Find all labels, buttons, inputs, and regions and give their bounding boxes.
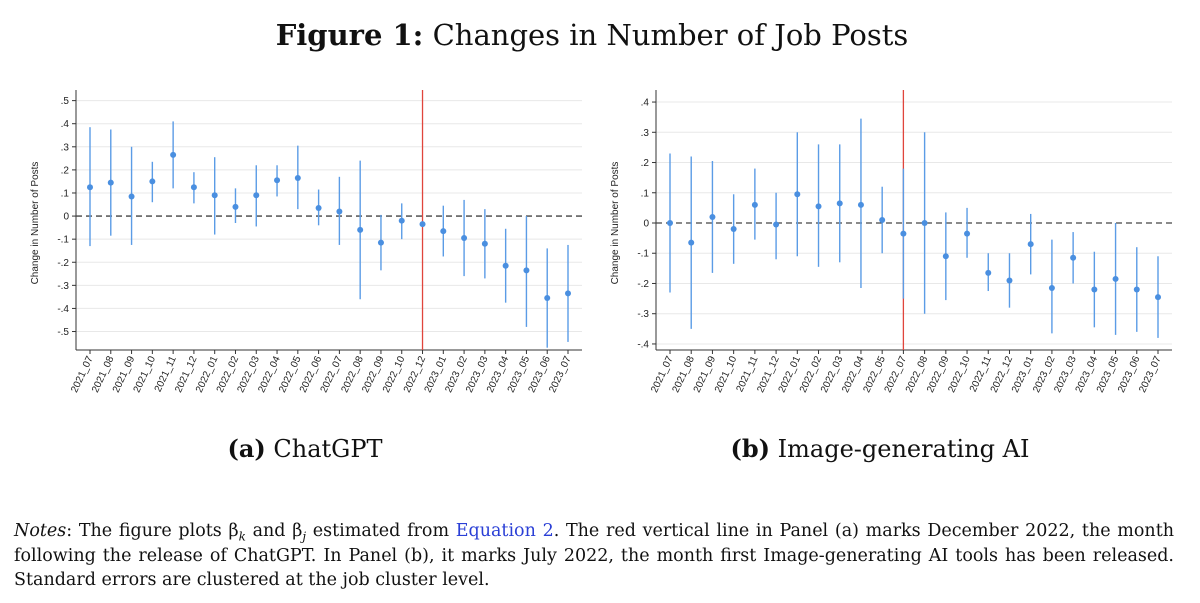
chart-b-point	[1048, 285, 1055, 292]
figure-title-text: Changes in Number of Job Posts	[432, 18, 909, 52]
chart-a-point	[336, 208, 343, 215]
chart-a-point	[357, 226, 364, 233]
chart-a-point	[502, 262, 509, 269]
chart-a-point	[440, 228, 447, 235]
notes-label: Notes	[14, 521, 67, 541]
chart-b-point	[667, 220, 673, 226]
chart-a-y-tick-label: .1	[61, 188, 70, 199]
panel-label-b: (b)	[730, 434, 771, 463]
chart-a-y-tick-label: -.3	[57, 281, 69, 292]
panel-caption-a: (a) ChatGPT	[20, 434, 590, 463]
chart-b-point	[1006, 277, 1013, 284]
chart-b-point	[879, 216, 886, 223]
chart-a-point	[107, 179, 114, 186]
chart-b-point	[836, 200, 843, 207]
notes-sub-k: k	[238, 529, 246, 544]
chart-b-y-tick-label: .4	[641, 98, 650, 109]
chart-b-point	[942, 253, 949, 260]
chart-a-point	[523, 267, 530, 274]
notes-text-1: : The figure plots β	[66, 521, 239, 541]
chart-a-point	[149, 178, 156, 185]
chart-a-point	[481, 240, 488, 247]
chart-b-point	[730, 226, 737, 233]
chart-a-point	[211, 192, 218, 199]
chart-b-point	[900, 230, 907, 237]
chart-a-point	[544, 295, 551, 302]
chart-a-y-tick-label: -.1	[57, 235, 69, 246]
chart-b-point	[1133, 286, 1140, 293]
chart-a-y-tick-label: .4	[61, 119, 70, 130]
chart-b-y-tick-label: .1	[641, 188, 650, 199]
notes-text-2: and β	[245, 521, 303, 541]
panel-caption-text-a: ChatGPT	[273, 435, 383, 463]
chart-b-point	[709, 213, 716, 220]
chart-a-point	[232, 203, 239, 210]
chart-b-point	[815, 203, 822, 210]
chart-a-y-tick-label: .3	[61, 142, 70, 153]
chart-panel-b: .4 .3 .2 .1 0 -.1 -.2 -.3 -.4 Change in Number of…	[610, 90, 1172, 395]
chart-a-point	[170, 151, 177, 158]
chart-b-y-tick-label: .2	[641, 158, 650, 169]
chart-a-y-tick-label: 0	[63, 212, 69, 223]
chart-a-y-tick-label: -.5	[57, 327, 69, 338]
chart-a-point	[377, 239, 384, 246]
chart-a-y-axis-title: Change in Number of Posts	[30, 162, 41, 285]
chart-a-point	[294, 174, 301, 181]
chart-a-y-tick-label: .2	[61, 165, 70, 176]
figure-notes: Notes: The figure plots βk and βj estima…	[14, 520, 1174, 592]
notes-text-4: . The red vertical line in Panel (a) mar…	[14, 521, 1175, 590]
figure-label: Figure 1:	[275, 18, 424, 52]
chart-a-point	[398, 217, 405, 224]
chart-b-y-tick-label: 0	[643, 219, 649, 230]
figure-title: Figure 1: Changes in Number of Job Posts	[0, 18, 1184, 52]
panel-caption-text-b: Image-generating AI	[777, 435, 1030, 463]
chart-a-y-tick-label: .5	[61, 96, 70, 107]
chart-b-y-tick-label: -.1	[637, 249, 649, 260]
chart-a-point	[419, 221, 426, 228]
chart-a-point	[253, 192, 260, 199]
chart-b-y-tick-label: -.3	[637, 309, 649, 320]
chart-b-point	[1091, 286, 1098, 293]
chart-b-point	[857, 201, 864, 208]
chart-a-point	[315, 204, 322, 211]
chart-b-point	[773, 221, 780, 228]
chart-b-point	[1070, 254, 1077, 261]
chart-b-point	[921, 220, 928, 226]
chart-b-y-tick-label: -.4	[637, 339, 649, 350]
notes-sub-j: j	[302, 529, 307, 544]
chart-a-point	[565, 290, 571, 297]
chart-b-point	[688, 239, 695, 246]
chart-a-y-tick-label: -.4	[57, 304, 69, 315]
chart-b-y-axis-title: Change in Number of Posts	[610, 162, 621, 285]
chart-panel-a: .5 .4 .3 .2 .1 0 -.1 -.2 -.3 -.4 -.5 Change in Numb…	[30, 90, 582, 395]
chart-b-point	[985, 269, 992, 276]
panel-label-a: (a)	[227, 434, 266, 463]
chart-b-point	[964, 230, 971, 237]
equation-link[interactable]: Equation 2	[455, 521, 554, 541]
chart-b-point	[1155, 294, 1161, 301]
chart-b-y-tick-label: -.2	[637, 279, 649, 290]
chart-a-point	[274, 177, 281, 184]
chart-a-point	[128, 193, 135, 200]
chart-b-point	[751, 201, 758, 208]
notes-text-3: estimated from	[306, 521, 456, 541]
chart-b-y-tick-label: .3	[641, 128, 650, 139]
chart-b-point	[794, 191, 801, 198]
chart-a-point	[87, 184, 93, 191]
panel-caption-b: (b) Image-generating AI	[590, 434, 1170, 463]
chart-a-y-tick-label: -.2	[57, 258, 69, 269]
chart-b-point	[1112, 275, 1119, 282]
chart-b-point	[1027, 241, 1034, 248]
chart-a-point	[190, 184, 197, 191]
chart-a-point	[461, 235, 468, 242]
